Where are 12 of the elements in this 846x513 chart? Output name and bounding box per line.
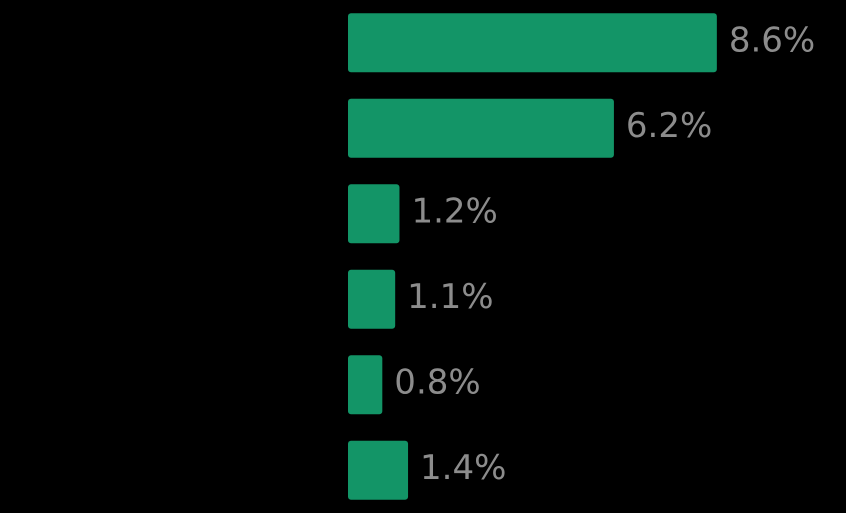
bar	[348, 270, 396, 329]
bar	[348, 355, 382, 414]
data-label: 8.6%	[728, 20, 816, 61]
bar	[348, 184, 400, 244]
data-label: 1.4%	[420, 448, 506, 488]
data-label: 1.2%	[411, 192, 498, 232]
bar	[348, 440, 408, 500]
data-label: 1.1%	[407, 277, 494, 318]
data-label: 6.2%	[626, 106, 712, 146]
bar	[348, 13, 717, 72]
bar	[348, 98, 614, 158]
data-label: 0.8%	[394, 362, 481, 403]
